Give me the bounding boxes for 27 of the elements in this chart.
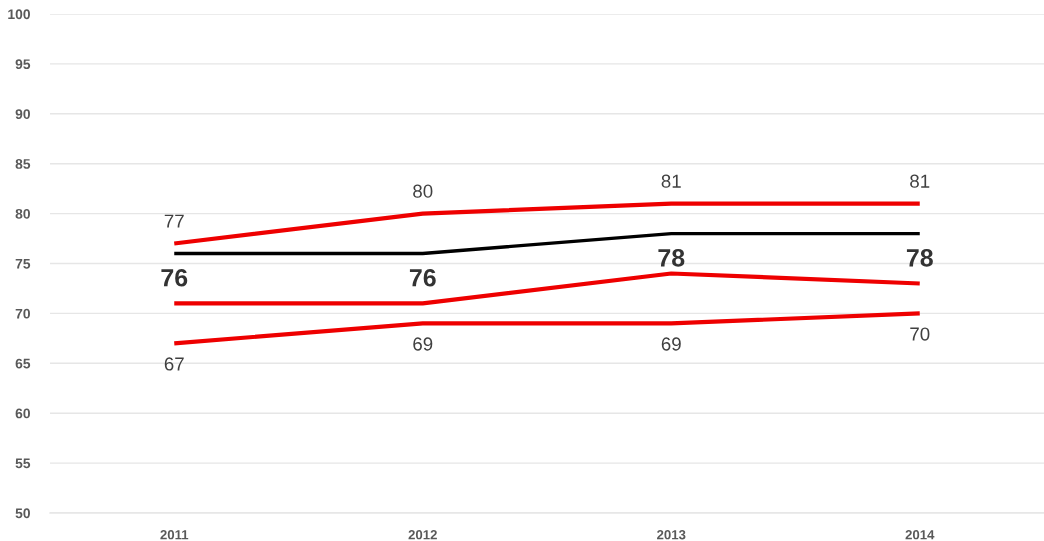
y-tick-label: 50 xyxy=(15,508,30,519)
data-label: 70 xyxy=(910,327,930,341)
y-tick-label: 60 xyxy=(15,408,30,419)
y-tick-label: 65 xyxy=(15,358,31,369)
data-label: 81 xyxy=(910,174,930,188)
data-label: 81 xyxy=(661,174,681,188)
y-tick-label: 55 xyxy=(15,458,31,469)
y-tick-label: 70 xyxy=(15,308,30,319)
y-tick-label: 100 xyxy=(8,9,30,20)
data-label: 69 xyxy=(413,337,433,351)
data-label: 77 xyxy=(164,214,184,228)
y-tick-label: 80 xyxy=(15,208,30,219)
data-label: 76 xyxy=(161,268,188,287)
data-label: 78 xyxy=(906,248,933,267)
y-tick-label: 75 xyxy=(15,258,31,269)
data-label: 76 xyxy=(409,268,436,287)
x-tick-label: 2012 xyxy=(408,530,437,540)
x-tick-label: 2011 xyxy=(160,530,189,540)
x-tick-label: 2014 xyxy=(905,530,935,540)
data-label: 67 xyxy=(164,357,184,371)
x-tick-label: 2013 xyxy=(657,530,686,540)
y-tick-label: 95 xyxy=(15,59,31,70)
data-label: 69 xyxy=(661,337,681,351)
data-label: 80 xyxy=(413,184,433,198)
data-label: 78 xyxy=(658,248,685,267)
y-tick-label: 90 xyxy=(15,109,30,119)
y-tick-label: 85 xyxy=(15,159,31,169)
